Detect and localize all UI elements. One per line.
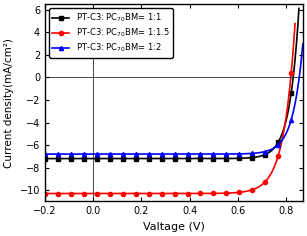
Line: PT-C3: PC$_{70}$BM= 1:1: PT-C3: PC$_{70}$BM= 1:1 <box>43 6 301 161</box>
PT-C3: PC$_{70}$BM= 1:1: (0.854, 6.13): PC$_{70}$BM= 1:1: (0.854, 6.13) <box>297 7 301 10</box>
PT-C3: PC$_{70}$BM= 1:1: (-0.178, -7.2): PC$_{70}$BM= 1:1: (-0.178, -7.2) <box>48 157 52 160</box>
PT-C3: PC$_{70}$BM= 1:2: (0.085, -6.8): PC$_{70}$BM= 1:2: (0.085, -6.8) <box>112 153 115 156</box>
PT-C3: PC$_{70}$BM= 1:1: (0.752, -6.24): PC$_{70}$BM= 1:1: (0.752, -6.24) <box>273 146 276 149</box>
X-axis label: Valtage (V): Valtage (V) <box>143 222 205 232</box>
PT-C3: PC$_{70}$BM= 1:2: (-0.135, -6.8): PC$_{70}$BM= 1:2: (-0.135, -6.8) <box>59 153 62 156</box>
PT-C3: PC$_{70}$BM= 1:1: (-0.0172, -7.2): PC$_{70}$BM= 1:1: (-0.0172, -7.2) <box>87 157 91 160</box>
PT-C3: PC$_{70}$BM= 1:1: (-0.168, -7.2): PC$_{70}$BM= 1:1: (-0.168, -7.2) <box>51 157 55 160</box>
PT-C3: PC$_{70}$BM= 1:1.5: (0.601, -10.2): PC$_{70}$BM= 1:1.5: (0.601, -10.2) <box>236 191 240 194</box>
PT-C3: PC$_{70}$BM= 1:2: (-0.00106, -6.8): PC$_{70}$BM= 1:2: (-0.00106, -6.8) <box>91 153 95 156</box>
PT-C3: PC$_{70}$BM= 1:1: (0.547, -7.2): PC$_{70}$BM= 1:1: (0.547, -7.2) <box>223 157 227 160</box>
PT-C3: PC$_{70}$BM= 1:1.5: (-0.103, -10.3): PC$_{70}$BM= 1:1.5: (-0.103, -10.3) <box>66 192 70 195</box>
PT-C3: PC$_{70}$BM= 1:1.5: (0.289, -10.3): PC$_{70}$BM= 1:1.5: (0.289, -10.3) <box>161 192 165 195</box>
PT-C3: PC$_{70}$BM= 1:2: (0.87, 2.97): PC$_{70}$BM= 1:2: (0.87, 2.97) <box>301 42 305 45</box>
PT-C3: PC$_{70}$BM= 1:1.5: (0.0151, -10.3): PC$_{70}$BM= 1:1.5: (0.0151, -10.3) <box>95 192 99 195</box>
PT-C3: PC$_{70}$BM= 1:1.5: (-0.2, -10.3): PC$_{70}$BM= 1:1.5: (-0.2, -10.3) <box>43 192 47 195</box>
PT-C3: PC$_{70}$BM= 1:1.5: (0.633, -10.1): PC$_{70}$BM= 1:1.5: (0.633, -10.1) <box>244 190 248 193</box>
PT-C3: PC$_{70}$BM= 1:1.5: (0.338, -10.3): PC$_{70}$BM= 1:1.5: (0.338, -10.3) <box>173 192 177 195</box>
Line: PT-C3: PC$_{70}$BM= 1:1.5: PT-C3: PC$_{70}$BM= 1:1.5 <box>43 21 297 196</box>
PT-C3: PC$_{70}$BM= 1:1.5: (0.838, 4.78): PC$_{70}$BM= 1:1.5: (0.838, 4.78) <box>293 22 297 25</box>
Legend: PT-C3: PC$_{70}$BM= 1:1, PT-C3: PC$_{70}$BM= 1:1.5, PT-C3: PC$_{70}$BM= 1:2: PT-C3: PC$_{70}$BM= 1:1, PT-C3: PC$_{70}… <box>49 8 173 58</box>
Y-axis label: Current density(mA/cm²): Current density(mA/cm²) <box>4 38 14 168</box>
PT-C3: PC$_{70}$BM= 1:2: (0.816, -4.14): PC$_{70}$BM= 1:2: (0.816, -4.14) <box>288 123 292 126</box>
PT-C3: PC$_{70}$BM= 1:2: (-0.2, -6.8): PC$_{70}$BM= 1:2: (-0.2, -6.8) <box>43 153 47 156</box>
PT-C3: PC$_{70}$BM= 1:1: (0.0258, -7.2): PC$_{70}$BM= 1:1: (0.0258, -7.2) <box>98 157 101 160</box>
PT-C3: PC$_{70}$BM= 1:2: (0.779, -5.73): PC$_{70}$BM= 1:2: (0.779, -5.73) <box>279 141 283 143</box>
PT-C3: PC$_{70}$BM= 1:1: (-0.2, -7.2): PC$_{70}$BM= 1:1: (-0.2, -7.2) <box>43 157 47 160</box>
Line: PT-C3: PC$_{70}$BM= 1:2: PT-C3: PC$_{70}$BM= 1:2 <box>43 42 305 156</box>
PT-C3: PC$_{70}$BM= 1:2: (-0.157, -6.8): PC$_{70}$BM= 1:2: (-0.157, -6.8) <box>53 153 57 156</box>
